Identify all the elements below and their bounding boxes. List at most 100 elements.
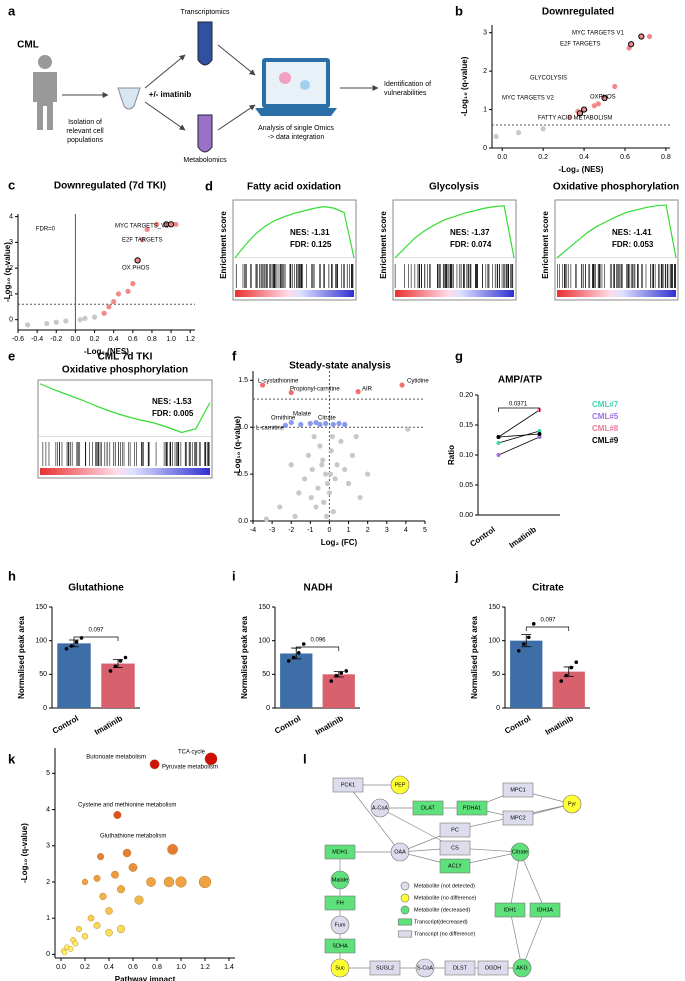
data-point	[116, 924, 126, 934]
annotation: OXPHOS	[590, 95, 616, 101]
data-point	[338, 438, 344, 444]
data-point	[345, 480, 352, 487]
y-axis-label: Enrichment score	[219, 211, 228, 279]
replicate-point	[69, 644, 74, 648]
omics-label: Metabolomics	[183, 157, 227, 164]
node-label: PDHA1	[463, 805, 481, 811]
data-point	[309, 466, 315, 473]
data-point	[292, 513, 298, 519]
pathway-edge	[521, 909, 546, 969]
x-tick-label: 0.4	[579, 154, 589, 161]
y-tick-label: 150	[488, 604, 500, 611]
x-tick-label: 1.0	[166, 336, 176, 343]
data-point	[330, 509, 336, 515]
data-point	[144, 226, 150, 233]
workflow-diagram	[33, 21, 379, 153]
y-tick-label: 0	[266, 705, 270, 712]
data-point	[496, 453, 501, 457]
plot-frame	[37, 379, 213, 479]
data-point	[122, 848, 132, 858]
data-point	[324, 480, 331, 487]
data-point	[72, 940, 79, 947]
panel-label: a	[8, 3, 16, 18]
replicate-point	[334, 673, 339, 678]
replicate-point	[526, 635, 531, 640]
x-tick-label: 1.2	[185, 336, 195, 343]
y-tick-label: 150	[258, 604, 270, 611]
replicate-point	[531, 622, 536, 626]
data-point	[320, 457, 326, 463]
data-point	[638, 33, 645, 40]
legend-entry: Transcript (no difference)	[414, 931, 475, 937]
data-point	[342, 466, 348, 473]
node-label: PC	[451, 827, 459, 833]
replicate-point	[74, 640, 79, 644]
y-tick-label: 0	[46, 951, 50, 958]
metabolite-node	[370, 798, 390, 818]
data-point	[87, 914, 95, 922]
data-point	[44, 320, 50, 327]
data-point	[323, 513, 330, 519]
data-point	[111, 870, 119, 879]
node-label: FH	[336, 900, 343, 906]
arrow	[144, 101, 186, 131]
annotation: OX PHOS	[122, 266, 149, 272]
x-tick-label: -0.2	[50, 336, 62, 343]
data-point	[332, 476, 338, 482]
data-point	[113, 811, 122, 819]
x-tick-label: 1.4	[224, 964, 234, 971]
x-tick-label: 0.8	[152, 964, 162, 971]
step-text: populations	[67, 137, 103, 144]
data-point	[496, 435, 501, 439]
node-label: MPC2	[510, 815, 525, 821]
panel-label: f	[232, 348, 237, 363]
y-tick-label: 1	[9, 291, 13, 298]
rank-color-bar	[557, 290, 676, 297]
chart-title: Steady-state analysis	[289, 361, 391, 372]
data-point	[336, 420, 342, 427]
x-tick-label: 0.2	[538, 154, 548, 161]
x-tick-label: Imatinib	[544, 714, 575, 737]
data-point	[317, 421, 323, 428]
y-axis-label: -Log₁₀ (q-value)	[3, 242, 12, 302]
bar	[510, 640, 543, 708]
node-label: MPC1	[510, 787, 525, 793]
omics-label: Transcriptomics	[180, 9, 230, 16]
data-point	[97, 853, 105, 861]
data-point	[323, 471, 329, 477]
data-point	[93, 874, 101, 882]
y-axis-label: Normalised peak area	[470, 616, 479, 699]
series-line	[498, 433, 540, 438]
x-tick-label: 1.0	[176, 964, 186, 971]
data-point	[591, 103, 597, 109]
data-point	[77, 317, 83, 323]
y-tick-label: 3	[46, 843, 50, 850]
y-tick-label: 0	[483, 145, 487, 152]
x-tick-label: 0.8	[661, 154, 671, 161]
node-label: DLAT	[421, 805, 435, 811]
data-point	[149, 759, 160, 770]
arrow	[217, 104, 256, 131]
data-point	[139, 237, 145, 243]
y-tick-label: 0.15	[459, 422, 473, 429]
data-point	[355, 389, 361, 395]
replicate-point	[113, 664, 118, 669]
transcript-node	[502, 810, 534, 826]
legend-entry: CML#7	[592, 400, 619, 409]
y-axis-label: Normalised peak area	[240, 616, 249, 699]
node-label: Malate	[332, 877, 349, 883]
data-point	[167, 221, 175, 228]
node-label: A-CoA	[372, 805, 389, 811]
data-point	[329, 434, 335, 440]
x-tick-label: 3	[385, 527, 389, 534]
annotation: 0.0371	[509, 402, 528, 408]
transcript-node	[502, 782, 534, 798]
y-axis-label: -Log₁₀ (q-value)	[233, 416, 242, 476]
node-label: S-CoA	[417, 965, 434, 971]
chart-title: CML 7d TKI	[98, 352, 153, 363]
data-point	[576, 110, 584, 117]
annotation: L-carnitine	[256, 426, 285, 432]
data-point	[307, 420, 313, 427]
transcript-node	[412, 800, 444, 816]
significance-bracket	[73, 636, 119, 641]
